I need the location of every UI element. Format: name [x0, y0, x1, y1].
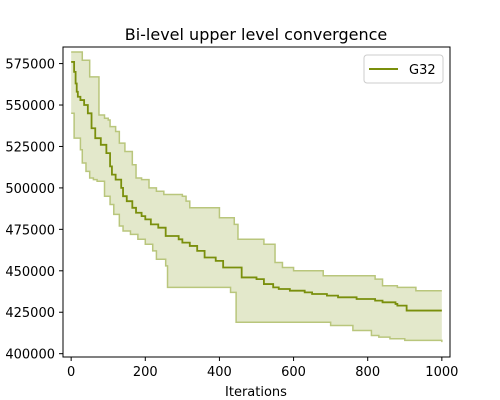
plot-frame — [62, 46, 451, 358]
y-tick-label: 400000 — [5, 348, 55, 363]
x-tick-label: 200 — [133, 365, 158, 380]
y-tick-label: 575000 — [5, 58, 55, 73]
confidence-band-lower-edge — [71, 112, 443, 343]
legend-box — [363, 54, 444, 84]
y-tick-label: 525000 — [5, 140, 55, 155]
legend: G32 — [363, 54, 444, 84]
y-axis-ticks: 400000 425000 450000 475000 500000 525000 5500… — [5, 58, 63, 363]
x-tick-label: 0 — [67, 365, 75, 380]
series-layer — [71, 61, 442, 312]
x-tick-label: 400 — [207, 365, 232, 380]
x-axis-label: Iterations — [225, 385, 287, 400]
x-tick-label: 1000 — [425, 365, 458, 380]
confidence-band-upper-edge — [71, 51, 442, 292]
y-tick-label: 475000 — [5, 223, 55, 238]
confidence-band-fill — [71, 51, 442, 343]
y-tick-label: 550000 — [5, 99, 55, 114]
series-line-g32 — [71, 61, 442, 312]
legend-label-g32: G32 — [409, 63, 436, 78]
x-axis-ticks: 0 200 400 600 800 1000 — [67, 357, 458, 380]
x-tick-label: 800 — [355, 365, 380, 380]
chart-title: Bi-level upper level convergence — [125, 25, 388, 44]
confidence-band-layer — [71, 51, 443, 343]
y-tick-label: 450000 — [5, 265, 55, 280]
x-tick-label: 600 — [281, 365, 306, 380]
y-tick-label: 500000 — [5, 182, 55, 197]
y-tick-label: 425000 — [5, 306, 55, 321]
